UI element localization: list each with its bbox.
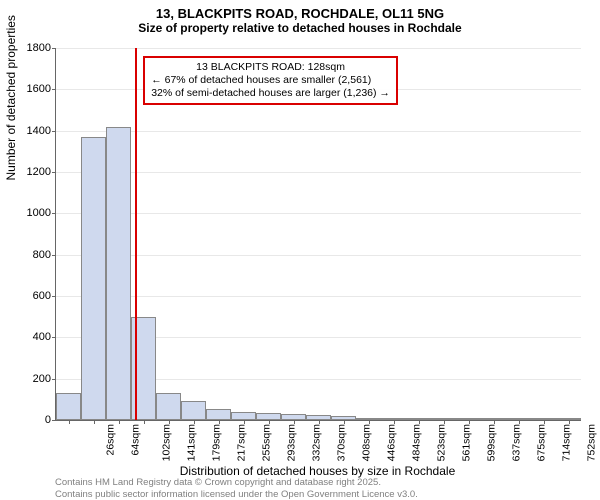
attribution-text: Contains HM Land Registry data © Crown c… (55, 477, 418, 500)
annotation-box: 13 BLACKPITS ROAD: 128sqm← 67% of detach… (143, 56, 398, 105)
xtick-label: 26sqm (104, 424, 116, 456)
xtick-mark (94, 420, 95, 424)
xtick-mark (419, 420, 420, 424)
xtick-mark (194, 420, 195, 424)
xtick-label: 484sqm (410, 424, 422, 461)
histogram-bar (181, 401, 206, 420)
xtick-mark (494, 420, 495, 424)
ytick-label: 1800 (27, 42, 56, 54)
ytick-label: 1000 (27, 207, 56, 219)
ytick-label: 200 (33, 373, 56, 385)
attribution-line1: Contains HM Land Registry data © Crown c… (55, 477, 418, 488)
xtick-mark (144, 420, 145, 424)
histogram-bar (106, 127, 131, 420)
xtick-label: 141sqm (185, 424, 197, 461)
xtick-mark (244, 420, 245, 424)
x-axis-label: Distribution of detached houses by size … (55, 464, 580, 478)
xtick-label: 255sqm (260, 424, 272, 461)
xtick-mark (394, 420, 395, 424)
plot-area: 02004006008001000120014001600180026sqm64… (55, 48, 581, 421)
xtick-label: 102sqm (160, 424, 172, 461)
annotation-line: ← 67% of detached houses are smaller (2,… (151, 74, 390, 87)
ytick-label: 1400 (27, 125, 56, 137)
xtick-mark (569, 420, 570, 424)
xtick-label: 561sqm (460, 424, 472, 461)
xtick-label: 752sqm (585, 424, 597, 461)
xtick-label: 179sqm (210, 424, 222, 461)
xtick-mark (169, 420, 170, 424)
histogram-bar (56, 393, 81, 420)
histogram-bar (231, 412, 256, 420)
xtick-mark (469, 420, 470, 424)
ytick-label: 1600 (27, 83, 56, 95)
xtick-mark (219, 420, 220, 424)
annotation-line: 32% of semi-detached houses are larger (… (151, 87, 390, 100)
histogram-bar (256, 413, 281, 420)
xtick-label: 217sqm (235, 424, 247, 461)
xtick-mark (444, 420, 445, 424)
xtick-mark (119, 420, 120, 424)
ytick-label: 600 (33, 290, 56, 302)
xtick-label: 370sqm (335, 424, 347, 461)
xtick-label: 332sqm (310, 424, 322, 461)
xtick-label: 599sqm (485, 424, 497, 461)
xtick-mark (344, 420, 345, 424)
xtick-label: 637sqm (510, 424, 522, 461)
xtick-mark (544, 420, 545, 424)
chart-container: 13, BLACKPITS ROAD, ROCHDALE, OL11 5NG S… (0, 0, 600, 500)
y-axis-label: Number of detached properties (4, 15, 18, 180)
xtick-label: 675sqm (535, 424, 547, 461)
ytick-label: 800 (33, 249, 56, 261)
attribution-line2: Contains public sector information licen… (55, 489, 418, 500)
ytick-label: 0 (45, 414, 56, 426)
xtick-mark (294, 420, 295, 424)
xtick-mark (519, 420, 520, 424)
xtick-label: 408sqm (360, 424, 372, 461)
xtick-label: 293sqm (285, 424, 297, 461)
xtick-mark (269, 420, 270, 424)
property-marker-line (135, 48, 137, 420)
histogram-bar (81, 137, 106, 420)
xtick-mark (69, 420, 70, 424)
xtick-mark (319, 420, 320, 424)
histogram-bar (156, 393, 181, 420)
ytick-label: 400 (33, 331, 56, 343)
xtick-mark (369, 420, 370, 424)
xtick-label: 64sqm (129, 424, 141, 456)
xtick-label: 523sqm (435, 424, 447, 461)
ytick-label: 1200 (27, 166, 56, 178)
annotation-line: 13 BLACKPITS ROAD: 128sqm (151, 61, 390, 74)
chart-title: 13, BLACKPITS ROAD, ROCHDALE, OL11 5NG (0, 0, 600, 21)
xtick-label: 446sqm (385, 424, 397, 461)
xtick-label: 714sqm (560, 424, 572, 461)
histogram-bar (206, 409, 231, 420)
chart-subtitle: Size of property relative to detached ho… (0, 21, 600, 39)
